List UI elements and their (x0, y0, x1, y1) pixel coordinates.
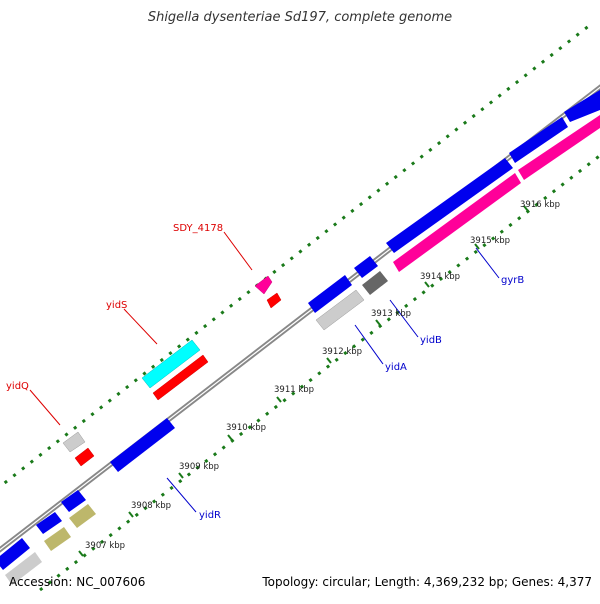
gene-top-blue-1[interactable] (509, 117, 568, 163)
label-yidQ: yidQ (6, 381, 29, 392)
gene-bottom-5[interactable] (61, 490, 86, 512)
tick-label-3914: 3914 kbp (420, 272, 460, 282)
accession-text: Accession: NC_007606 (9, 575, 146, 589)
label-yidS: yidS (106, 300, 127, 311)
gene-yidS[interactable] (141, 339, 201, 389)
gene-labels: SDY_4178 yidS yidQ yidR yidA yidB gyrB (6, 223, 524, 521)
gene-bottom-3[interactable] (36, 512, 62, 534)
label-sdy-4178: SDY_4178 (173, 223, 223, 234)
gene-yidB-blue[interactable] (354, 256, 378, 278)
gene-bottom-2[interactable] (5, 552, 42, 585)
tick-label-3912: 3912 kbp (322, 347, 362, 357)
gene-yidQ[interactable] (62, 431, 86, 453)
gene-gyrB-pink-2[interactable] (518, 115, 600, 180)
gene-yidB[interactable] (362, 271, 388, 295)
gene-yidA-blue[interactable] (308, 275, 352, 313)
gene-bottom-6[interactable] (69, 504, 96, 528)
outer-tick-ring (0, 23, 591, 489)
tick-label-3907: 3907 kbp (85, 541, 125, 551)
gene-yidS-b[interactable] (152, 354, 209, 401)
gene-yidR[interactable] (110, 418, 175, 472)
tick-label-3908: 3908 kbp (131, 501, 171, 511)
gene-bottom-1[interactable] (0, 538, 30, 570)
tick-label-3909: 3909 kbp (179, 462, 219, 472)
label-yidA: yidA (385, 362, 407, 373)
gene-gyrB-blue[interactable] (386, 158, 513, 253)
inner-tick-ring (39, 153, 600, 592)
reverse-strand-genes (0, 90, 600, 585)
map-title: Shigella dysenteriae Sd197, complete gen… (147, 10, 453, 25)
gene-bottom-4[interactable] (44, 527, 71, 551)
label-yidR: yidR (199, 510, 221, 521)
tick-label-3911: 3911 kbp (274, 385, 314, 395)
label-gyrB: gyrB (501, 275, 524, 286)
tick-labels: 3907 kbp 3908 kbp 3909 kbp 3910 kbp 3911… (85, 200, 560, 551)
gene-yidA[interactable] (315, 289, 365, 331)
tick-label-3915: 3915 kbp (470, 236, 510, 246)
tick-label-3916: 3916 kbp (520, 200, 560, 210)
gene-yidQ-b[interactable] (74, 447, 95, 467)
major-ticks (78, 205, 529, 557)
tick-label-3913: 3913 kbp (371, 309, 411, 319)
genome-backbone (0, 84, 600, 553)
gene-gyrB[interactable] (393, 173, 521, 272)
gene-top-blue-2[interactable] (564, 90, 600, 122)
tick-label-3910: 3910 kbp (226, 423, 266, 433)
label-yidB: yidB (420, 335, 442, 346)
label-connectors (29, 231, 500, 513)
forward-strand-genes (62, 275, 282, 467)
genome-summary-text: Topology: circular; Length: 4,369,232 bp… (262, 575, 592, 589)
gene-sdy-4178-b[interactable] (266, 292, 282, 309)
gene-sdy-4178[interactable] (254, 275, 273, 295)
